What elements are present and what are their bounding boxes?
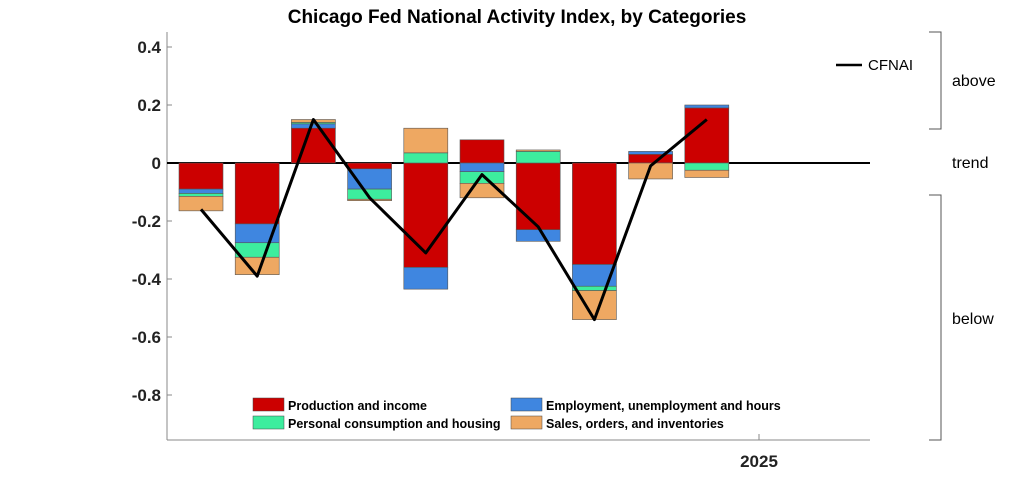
axes: 0.4 0.2 0 -0.2 -0.4 -0.6 -0.8 2025 (132, 32, 870, 471)
y-tick-label: -0.2 (132, 212, 161, 231)
legend-label-production: Production and income (288, 399, 427, 413)
bar-employment (459, 162, 505, 172)
bar-employment (178, 188, 224, 194)
y-tick-label: -0.4 (132, 270, 162, 289)
bar-consumption (572, 285, 617, 291)
side-brackets: above trend below (929, 31, 996, 441)
legend-label-sales: Sales, orders, and inventories (546, 417, 724, 431)
bar-employment (291, 123, 336, 129)
legend: Production and income Employment, unempl… (252, 397, 781, 431)
chart-title: Chicago Fed National Activity Index, by … (288, 7, 747, 28)
bar-production (684, 107, 730, 164)
bar-consumption (234, 242, 280, 258)
bar-consumption (684, 162, 730, 171)
bar-sales (178, 196, 224, 212)
bar-consumption (403, 152, 449, 164)
legend-swatch-sales (510, 415, 543, 430)
cfnai-line (199, 118, 708, 322)
legend-label-consumption: Personal consumption and housing (288, 417, 501, 431)
bar-employment (403, 267, 449, 290)
bar-production (178, 162, 224, 190)
bar-employment (684, 104, 730, 109)
y-tick-label: 0 (152, 154, 161, 173)
bar-production (347, 162, 392, 170)
y-tick-label: 0.2 (137, 96, 161, 115)
bar-production (459, 139, 505, 164)
bar-production (515, 162, 561, 230)
line-legend: CFNAI (836, 57, 913, 74)
bar-employment (628, 151, 673, 155)
bar-employment (515, 229, 561, 242)
bar-production (291, 127, 336, 164)
x-tick-label: 2025 (740, 452, 778, 471)
bar-production (628, 154, 673, 164)
legend-swatch-consumption (252, 415, 285, 430)
y-tick-label: 0.4 (137, 38, 161, 57)
bars (178, 104, 730, 320)
bar-sales (515, 149, 561, 152)
legend-swatch-employment (510, 397, 543, 412)
bracket-above (929, 31, 942, 130)
bar-sales (403, 127, 449, 154)
side-label-trend: trend (952, 155, 988, 172)
bar-consumption (515, 151, 561, 164)
bar-production (572, 162, 617, 265)
bar-sales (628, 162, 673, 180)
side-label-below: below (952, 311, 994, 328)
bar-production (234, 162, 280, 225)
bar-sales (459, 183, 505, 199)
cfnai-line-layer (199, 118, 708, 322)
side-label-above: above (952, 73, 996, 90)
bar-employment (347, 168, 392, 190)
bracket-below (929, 194, 942, 441)
y-tick-label: -0.6 (132, 328, 161, 347)
line-legend-label: CFNAI (868, 57, 913, 74)
y-tick-label: -0.8 (132, 386, 161, 405)
bar-consumption (178, 193, 224, 197)
bar-sales (684, 169, 730, 178)
legend-swatch-production (252, 397, 285, 412)
legend-label-employment: Employment, unemployment and hours (546, 399, 781, 413)
